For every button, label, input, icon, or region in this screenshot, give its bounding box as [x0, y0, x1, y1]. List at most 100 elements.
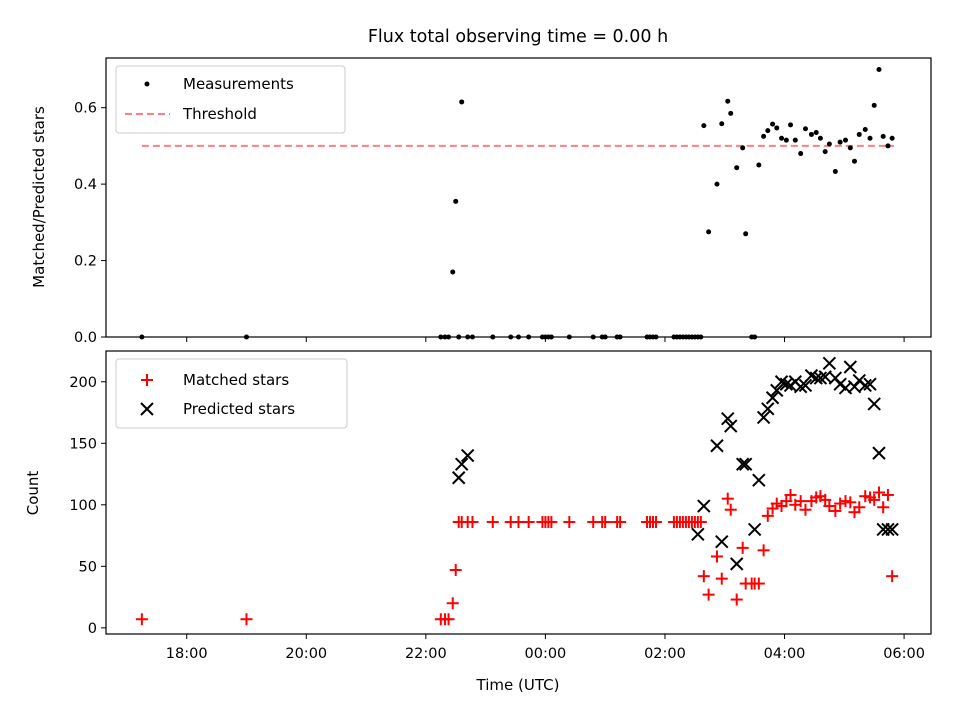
measurement-point — [826, 141, 832, 147]
predicted-stars-point — [885, 522, 899, 537]
measurement-point — [590, 334, 596, 340]
measurement-point — [459, 99, 465, 105]
matched-stars-point — [829, 504, 842, 517]
legend-predicted-label: Predicted stars — [183, 400, 295, 418]
matched-stars-point — [442, 613, 455, 626]
matched-stars-point — [599, 516, 612, 529]
top-y-tick-label: 0.6 — [74, 101, 97, 117]
measurement-point — [602, 334, 608, 340]
matched-stars-point — [715, 572, 728, 585]
predicted-stars-point — [863, 377, 877, 391]
measurement-point — [734, 165, 740, 171]
matched-stars-point — [784, 488, 797, 501]
top-legend: Measurements Threshold — [115, 65, 346, 134]
bottom-y-ticks: 0 50 100 150 200 — [69, 375, 106, 637]
predicted-stars-point — [735, 457, 750, 471]
predicted-stars-point — [872, 446, 886, 460]
matched-stars-point — [449, 564, 462, 577]
predicted-stars-point — [691, 527, 705, 542]
matched-stars-point — [721, 492, 734, 505]
bottom-y-tick-label: 100 — [69, 498, 97, 514]
matched-stars-point — [702, 588, 715, 601]
predicted-stars-point — [738, 457, 753, 471]
top-plot-area — [139, 66, 895, 340]
x-tick-label: 02:00 — [644, 646, 686, 662]
measurement-point — [243, 334, 249, 340]
measurement-point — [770, 121, 776, 127]
legend-matched-marker — [141, 374, 153, 386]
top-y-ticks: 0.0 0.2 0.4 0.6 — [74, 101, 106, 346]
predicted-stars-point — [747, 522, 762, 537]
measurement-point — [617, 334, 623, 340]
predicted-stars-point — [752, 473, 766, 487]
predicted-stars-point — [822, 356, 837, 371]
x-tick-label: 18:00 — [166, 646, 208, 662]
matched-stars-point — [881, 488, 894, 501]
bottom-legend-box — [115, 358, 348, 429]
predicted-stars-point — [756, 410, 771, 425]
measurement-point — [438, 334, 444, 340]
x-tick-label: 22:00 — [405, 646, 447, 662]
matched-stars-point — [730, 593, 743, 606]
predicted-stars-point — [793, 379, 808, 394]
matched-stars-point — [799, 503, 812, 516]
matched-stars-point — [736, 541, 749, 554]
predicted-stars-point — [724, 419, 738, 433]
measurement-point — [526, 334, 532, 340]
measurement-point — [548, 334, 554, 340]
matched-stars-point — [794, 495, 807, 508]
matched-stars-point — [446, 597, 459, 610]
measurement-point — [774, 125, 780, 131]
measurement-point — [453, 198, 459, 204]
measurement-point — [442, 334, 448, 340]
measurement-point — [508, 334, 514, 340]
measurement-point — [832, 169, 838, 175]
measurement-point — [706, 229, 712, 235]
matched-stars-point — [694, 516, 707, 529]
matched-stars-point — [872, 486, 885, 499]
measurement-point — [889, 135, 895, 141]
measurement-point — [566, 334, 572, 340]
predicted-stars-point — [452, 471, 466, 485]
legend-threshold-label: Threshold — [182, 105, 257, 123]
measurement-point — [456, 334, 462, 340]
measurement-point — [450, 269, 456, 275]
matched-stars-point — [844, 496, 857, 509]
bottom-panel: 0 50 100 150 200 18:00 20:00 22:00 00:00 02:00 04… — [24, 350, 932, 694]
chart-title: Flux total observing time = 0.00 h — [368, 27, 668, 47]
matched-stars-point — [545, 516, 558, 529]
top-y-tick-label: 0.2 — [74, 254, 97, 270]
matched-stars-point — [240, 613, 253, 626]
predicted-stars-point — [881, 522, 895, 537]
top-x-ticks — [186, 337, 905, 342]
matched-stars-point — [563, 516, 576, 529]
predicted-stars-point — [460, 448, 475, 463]
measurement-point — [765, 128, 771, 134]
x-tick-label: 06:00 — [883, 646, 925, 662]
matched-stars-point — [886, 570, 899, 583]
measurement-point — [756, 162, 762, 168]
x-tick-label: 00:00 — [525, 646, 567, 662]
measurement-point — [743, 231, 749, 237]
bottom-legend: Matched stars Predicted stars — [115, 358, 348, 429]
matched-stars-point — [522, 516, 535, 529]
predicted-stars-point — [867, 397, 881, 411]
matched-stars-point — [650, 516, 662, 529]
measurement-point — [876, 66, 882, 72]
measurement-point — [851, 158, 857, 164]
measurement-point — [516, 334, 521, 340]
measurement-point — [856, 131, 862, 137]
bottom-plot-area — [135, 356, 899, 626]
predicted-stars-point — [729, 557, 744, 571]
predicted-stars-point — [721, 411, 735, 426]
measurement-point — [698, 334, 704, 340]
measurement-point — [788, 122, 794, 128]
measurement-point — [822, 149, 828, 155]
matched-stars-point — [512, 516, 525, 529]
matched-stars-point — [819, 493, 832, 506]
measurement-point — [798, 151, 804, 157]
measurement-point — [446, 334, 452, 340]
measurement-point — [885, 143, 891, 149]
matched-stars-point — [853, 501, 866, 514]
measurement-point — [847, 145, 853, 151]
